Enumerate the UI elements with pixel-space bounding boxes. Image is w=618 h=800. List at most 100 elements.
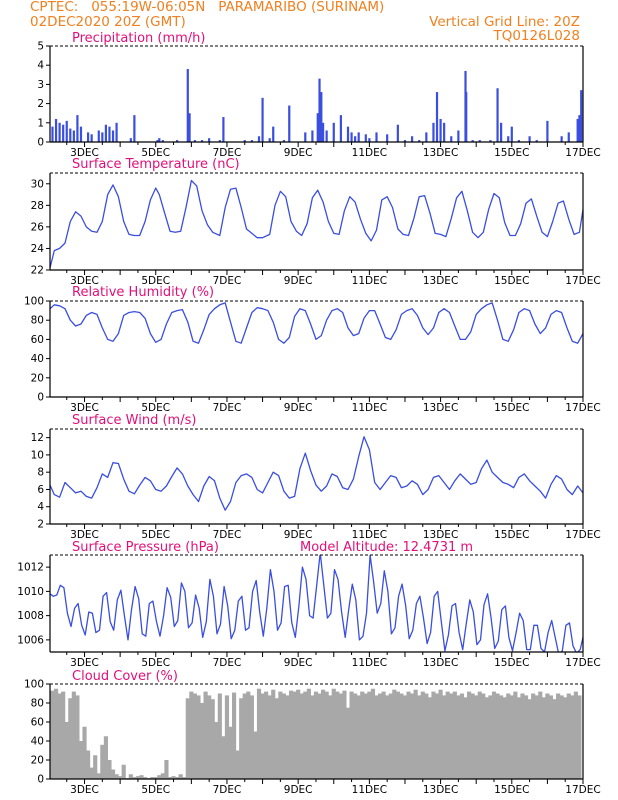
- pres-subtitle: Model Altitude: 12.4731 m: [300, 540, 473, 555]
- precip-bar: [161, 140, 164, 142]
- cloud-bar: [267, 695, 272, 779]
- cloud-bar: [228, 726, 233, 779]
- cloud-bar: [442, 695, 447, 779]
- cloud-bar: [82, 726, 87, 779]
- precip-bar: [364, 134, 367, 142]
- cloud-bar: [463, 697, 468, 779]
- cloud-bar: [328, 695, 333, 779]
- precip-bar: [535, 140, 538, 142]
- precip-bar: [471, 140, 474, 142]
- cloud-bar: [210, 699, 215, 779]
- cloud-x-tick-label: 3DEC: [70, 784, 99, 796]
- precip-bar: [76, 115, 79, 142]
- cloud-bar: [399, 693, 404, 779]
- precip-y-tick-label: 2: [37, 98, 44, 110]
- pres-x-tick-label: 13DEC: [423, 657, 458, 669]
- wind-y-tick-label: 10: [31, 449, 44, 461]
- cloud-bar: [424, 693, 429, 779]
- cloud-bar: [570, 695, 575, 779]
- cloud-bar: [96, 773, 101, 779]
- header-line1: CPTEC: 055:19W-06:05N PARAMARIBO (SURINA…: [30, 0, 385, 15]
- temp-marks: [50, 179, 583, 268]
- cloud-bar: [321, 689, 326, 779]
- precip-bar: [72, 130, 75, 142]
- cloud-bar: [132, 777, 137, 779]
- precip-bar: [86, 132, 90, 142]
- pres-y-tick-label: 1012: [17, 562, 44, 574]
- cloud-bar: [61, 691, 66, 779]
- precip-bar: [496, 88, 499, 142]
- precip-bar: [368, 138, 371, 142]
- precip-bar: [176, 140, 179, 142]
- precip-bar: [321, 122, 325, 142]
- precip-bar: [439, 118, 442, 142]
- precip-bar: [272, 126, 275, 142]
- wind-y-tick-label: 2: [37, 519, 44, 531]
- cloud-y-tick-label: 40: [31, 736, 44, 748]
- precip-bar: [354, 136, 357, 142]
- cloud-x-tick-label: 5DEC: [141, 784, 170, 796]
- cloud-bar: [395, 691, 400, 779]
- precip-x-tick-label: 13DEC: [423, 147, 458, 159]
- precip-bar: [58, 122, 61, 142]
- precip-bar: [97, 130, 100, 142]
- precip-bar: [186, 69, 189, 142]
- cloud-panel: Cloud Cover (%) 0 20 40 60 80 100 3DEC 5DEC 7DEC 9…: [24, 669, 601, 796]
- cloud-bar: [203, 691, 208, 779]
- cloud-bar: [224, 695, 230, 779]
- cloud-bar: [392, 689, 397, 779]
- cloud-bar: [242, 693, 247, 779]
- cloud-bar: [231, 692, 237, 779]
- cloud-bar: [296, 689, 301, 779]
- cloud-bar: [110, 769, 116, 779]
- cloud-bar: [456, 695, 461, 779]
- cloud-bar: [445, 691, 450, 779]
- temp-x-tick-label: 11DEC: [352, 275, 387, 287]
- cloud-bar: [523, 695, 529, 779]
- precip-bar: [443, 122, 446, 142]
- cloud-bar: [57, 693, 62, 779]
- cloud-bar: [449, 693, 454, 779]
- cloud-bar: [86, 750, 91, 779]
- precip-bar: [510, 126, 513, 142]
- cloud-bar: [306, 688, 311, 779]
- cloud-bar: [78, 741, 84, 779]
- cloud-bar: [235, 750, 240, 779]
- cloud-bar: [527, 699, 532, 779]
- cloud-bar: [260, 693, 265, 779]
- cloud-bar: [196, 695, 201, 779]
- cloud-bar: [541, 697, 546, 779]
- cloud-bar: [189, 691, 194, 779]
- wind-x-tick-label: 3DEC: [70, 529, 99, 541]
- precip-bar: [357, 132, 360, 142]
- wind-marks: [50, 436, 583, 511]
- cloud-bar: [171, 776, 176, 779]
- precip-bar: [489, 140, 492, 142]
- precip-bar: [222, 117, 225, 142]
- cloud-bar: [577, 695, 582, 779]
- cloud-bar: [470, 693, 475, 779]
- cloud-bar: [495, 693, 500, 779]
- wind-panel: Surface Wind (m/s) 2 4 6 8 10 12 3DEC 5DEC 7DEC 9D…: [31, 413, 601, 541]
- precip-panel: Precipitation (mm/h) 0 1 2 3 4 5 3DEC 5DEC 7DEC 9D…: [37, 31, 600, 159]
- precip-bar: [325, 130, 328, 142]
- cloud-title: Cloud Cover (%): [72, 669, 178, 684]
- cloud-bar: [313, 691, 319, 779]
- precip-y-tick-label: 0: [37, 137, 44, 149]
- cloud-bar: [534, 695, 539, 779]
- cloud-bar: [388, 693, 393, 779]
- precip-x-tick-label: 3DEC: [70, 147, 99, 159]
- cloud-x-tick-label: 11DEC: [352, 784, 387, 796]
- precip-bar: [101, 132, 104, 142]
- precip-bar: [257, 136, 261, 142]
- precip-x-tick-label: 7DEC: [213, 147, 242, 159]
- cloud-bar: [559, 695, 564, 779]
- rh-y-tick-label: 80: [31, 315, 44, 327]
- precip-bar: [350, 132, 353, 142]
- pres-title: Surface Pressure (hPa): [72, 540, 219, 555]
- cloud-bar: [374, 695, 379, 779]
- cloud-bar: [491, 691, 497, 779]
- precip-bar: [578, 115, 581, 142]
- cloud-bar: [502, 697, 507, 779]
